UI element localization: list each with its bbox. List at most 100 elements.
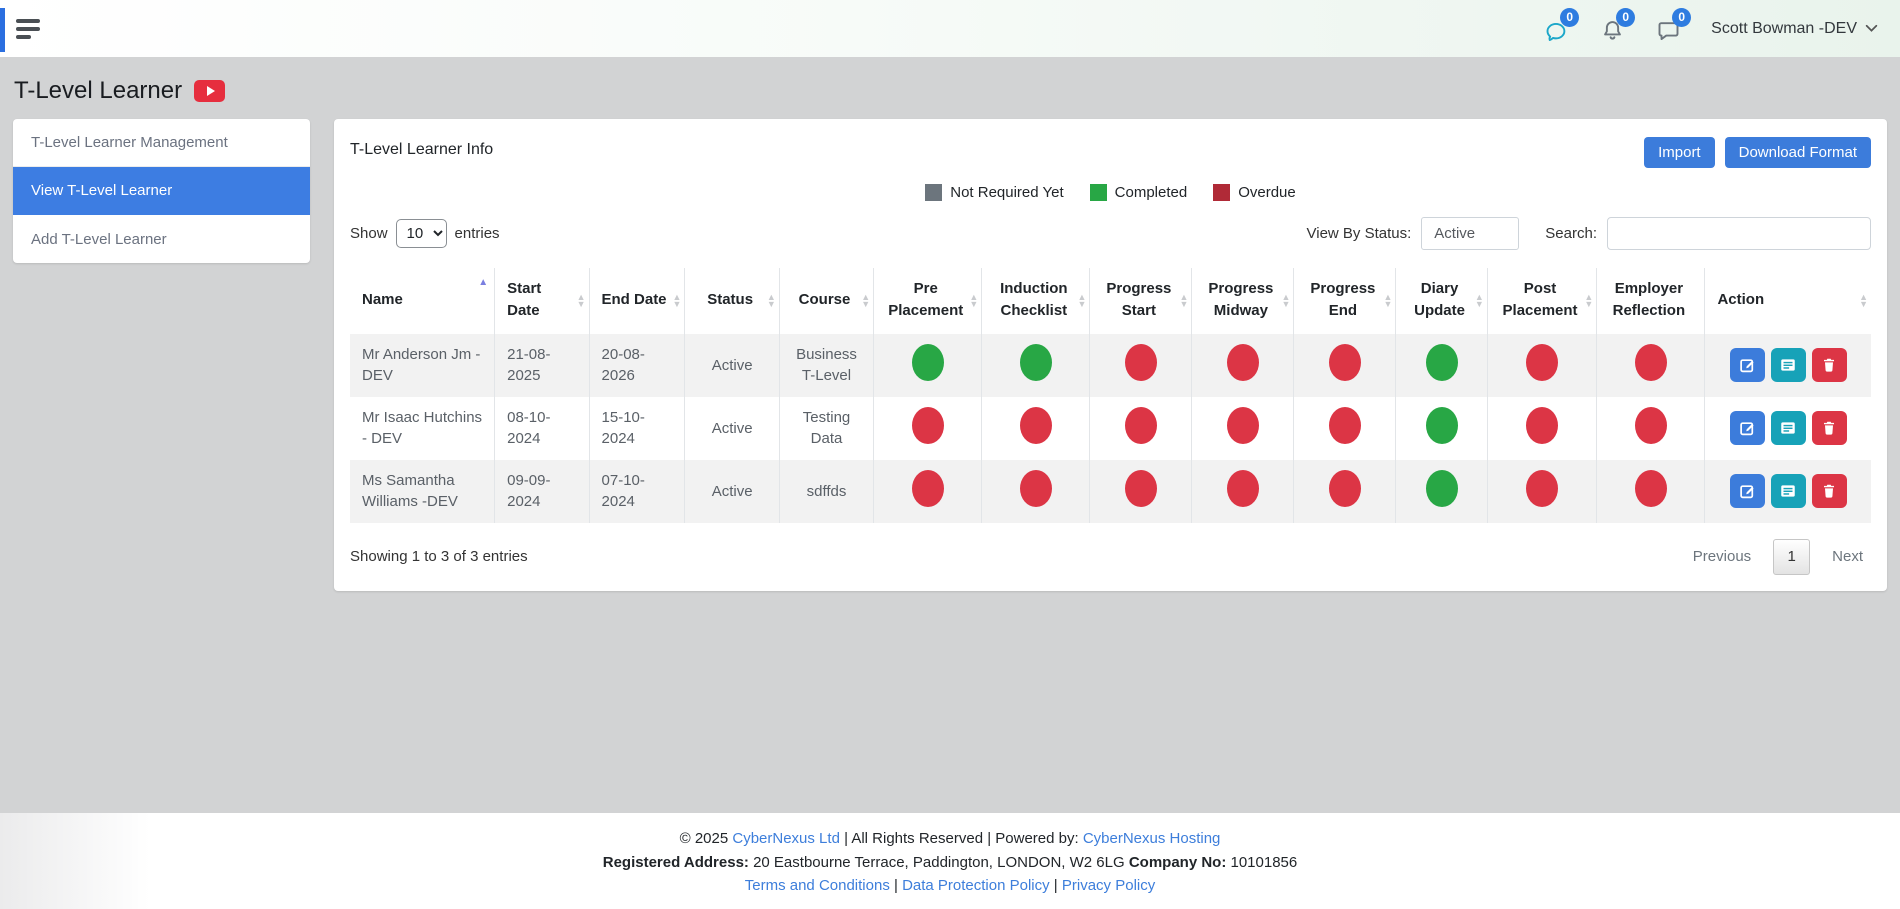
footer-link-data-protection-policy[interactable]: Data Protection Policy — [902, 876, 1050, 894]
legend-swatch-icon — [1089, 184, 1107, 201]
cell-indicator-4 — [1293, 396, 1396, 460]
hamburger-menu-icon[interactable] — [16, 17, 46, 41]
sort-icon: ▲ ▼ — [861, 291, 871, 309]
delete-button[interactable] — [1811, 411, 1847, 445]
footer-address-line: Registered Address: 20 Eastbourne Terrac… — [0, 851, 1900, 874]
status-dot-completed-icon — [911, 343, 944, 381]
pagination: Previous 1 Next — [1685, 538, 1871, 575]
cell-indicator-1 — [981, 396, 1090, 460]
status-dot-overdue-icon — [1328, 343, 1361, 381]
delete-button[interactable] — [1811, 474, 1847, 508]
table-body: Mr Anderson Jm - DEV 21-08-2025 20-08-2026… — [350, 333, 1871, 523]
cell-status: Active — [684, 396, 780, 460]
status-dot-overdue-icon — [1526, 406, 1559, 444]
cell-indicator-1 — [981, 333, 1090, 397]
cell-indicator-6 — [1486, 396, 1597, 460]
legend-item-2: Overdue — [1213, 184, 1296, 201]
status-dot-overdue-icon — [1124, 469, 1157, 507]
messages-button[interactable]: 0 — [1655, 7, 1692, 44]
user-name: Scott Bowman -DEV — [1711, 19, 1857, 37]
current-page-button[interactable]: 1 — [1773, 538, 1811, 575]
show-label: Show — [350, 225, 388, 242]
edit-button[interactable] — [1729, 348, 1765, 382]
column-header-start-date[interactable]: Start Date ▲ ▼ — [494, 268, 590, 334]
status-dot-overdue-icon — [1019, 469, 1052, 507]
footer-text: 20 Eastbourne Terrace, Paddington, LONDO… — [748, 853, 1129, 871]
footer-link-cybernexus-hosting[interactable]: CyberNexus Hosting — [1082, 830, 1221, 848]
sidebar-item-0[interactable]: T-Level Learner Management — [13, 119, 310, 167]
sort-icon: ▲ ▼ — [766, 291, 776, 309]
column-header-induction-checklist[interactable]: Induction Checklist ▲ ▼ — [981, 268, 1090, 334]
entries-label: entries — [454, 225, 500, 242]
column-header-action[interactable]: Action ▲ ▼ — [1704, 268, 1871, 334]
cell-actions — [1704, 396, 1871, 460]
import-button[interactable]: Import — [1644, 137, 1715, 168]
alerts-button[interactable]: 0 — [1599, 7, 1636, 44]
cell-actions — [1704, 333, 1871, 397]
details-button[interactable] — [1770, 411, 1806, 445]
topbar: 0 0 0 Scott Bowman -DEV — [0, 0, 1900, 57]
previous-page-button[interactable]: Previous — [1692, 548, 1752, 565]
details-button[interactable] — [1770, 348, 1806, 382]
legend-label: Not Required Yet — [950, 184, 1064, 201]
column-header-pre-placement[interactable]: Pre Placement ▲ ▼ — [873, 268, 982, 334]
edit-button[interactable] — [1729, 474, 1765, 508]
cell-indicator-4 — [1293, 459, 1396, 523]
youtube-help-icon[interactable] — [194, 80, 226, 102]
sidebar-item-2[interactable]: Add T-Level Learner — [31, 230, 167, 248]
delete-button[interactable] — [1811, 348, 1847, 382]
next-page-button[interactable]: Next — [1832, 548, 1863, 565]
status-dot-overdue-icon — [1526, 343, 1559, 381]
legend-label: Completed — [1114, 184, 1188, 201]
status-dot-overdue-icon — [911, 469, 944, 507]
status-dot-completed-icon — [1425, 469, 1458, 507]
cell-indicator-7 — [1596, 396, 1705, 460]
cell-indicator-3 — [1191, 396, 1294, 460]
legend-item-1: Completed — [1089, 184, 1188, 201]
sort-icon: ▲ ▼ — [1281, 291, 1291, 309]
page-length-select[interactable]: 10 — [395, 219, 447, 248]
sidebar-item-1[interactable]: View T-Level Learner — [13, 167, 310, 215]
column-header-end-date[interactable]: End Date ▲ ▼ — [588, 268, 685, 334]
status-dot-completed-icon — [1425, 343, 1458, 381]
column-header-diary-update[interactable]: Diary Update ▲ ▼ — [1395, 268, 1488, 334]
column-header-progress-midway[interactable]: Progress Midway ▲ ▼ — [1191, 268, 1294, 334]
cell-status: Active — [684, 459, 780, 523]
cell-indicator-5 — [1395, 459, 1488, 523]
column-header-status[interactable]: Status ▲ ▼ — [684, 268, 780, 334]
status-dot-overdue-icon — [1226, 469, 1259, 507]
cell-start-date: 09-09-2024 — [494, 459, 590, 523]
column-header-progress-start[interactable]: Progress Start ▲ ▼ — [1089, 268, 1192, 334]
edit-button[interactable] — [1729, 411, 1765, 445]
user-menu[interactable]: Scott Bowman -DEV — [1711, 20, 1878, 38]
footer-link-cybernexus-ltd[interactable]: CyberNexus Ltd — [732, 830, 840, 848]
cell-actions — [1704, 459, 1871, 523]
cell-indicator-2 — [1089, 396, 1192, 460]
legend-swatch-icon — [1213, 184, 1231, 201]
cell-indicator-5 — [1395, 333, 1488, 397]
status-dot-overdue-icon — [1634, 343, 1667, 381]
column-header-post-placement[interactable]: Post Placement ▲ ▼ — [1486, 268, 1597, 334]
cell-indicator-1 — [981, 459, 1090, 523]
column-header-employer-reflection[interactable]: Employer Reflection — [1596, 268, 1705, 334]
details-button[interactable] — [1770, 474, 1806, 508]
cell-indicator-2 — [1089, 333, 1192, 397]
cell-indicator-0 — [873, 396, 982, 460]
status-dot-overdue-icon — [1328, 469, 1361, 507]
sidebar-menu: T-Level Learner Management View T-Level L… — [13, 119, 310, 263]
view-by-status-select[interactable]: Active — [1421, 217, 1520, 250]
footer-link-privacy-policy[interactable]: Privacy Policy — [1061, 876, 1156, 894]
column-header-progress-end[interactable]: Progress End ▲ ▼ — [1293, 268, 1396, 334]
sort-icon: ▲ ▼ — [1859, 291, 1868, 309]
column-header-name[interactable]: Name ▲ — [362, 277, 489, 308]
table-row: Mr Anderson Jm - DEV 21-08-2025 20-08-2026… — [350, 333, 1871, 397]
sort-icon: ▲ ▼ — [1077, 291, 1087, 309]
page-title-row: T-Level Learner — [0, 57, 1900, 119]
chat-notifications-button[interactable]: 0 — [1543, 7, 1580, 44]
column-header-course[interactable]: Course ▲ ▼ — [778, 268, 874, 334]
download-format-button[interactable]: Download Format — [1724, 137, 1871, 168]
search-input[interactable] — [1607, 217, 1871, 250]
status-dot-overdue-icon — [1124, 343, 1157, 381]
footer-link-terms-and-conditions[interactable]: Terms and Conditions — [744, 876, 890, 894]
footer-text: | All Rights Reserved | Powered by: — [839, 830, 1083, 848]
